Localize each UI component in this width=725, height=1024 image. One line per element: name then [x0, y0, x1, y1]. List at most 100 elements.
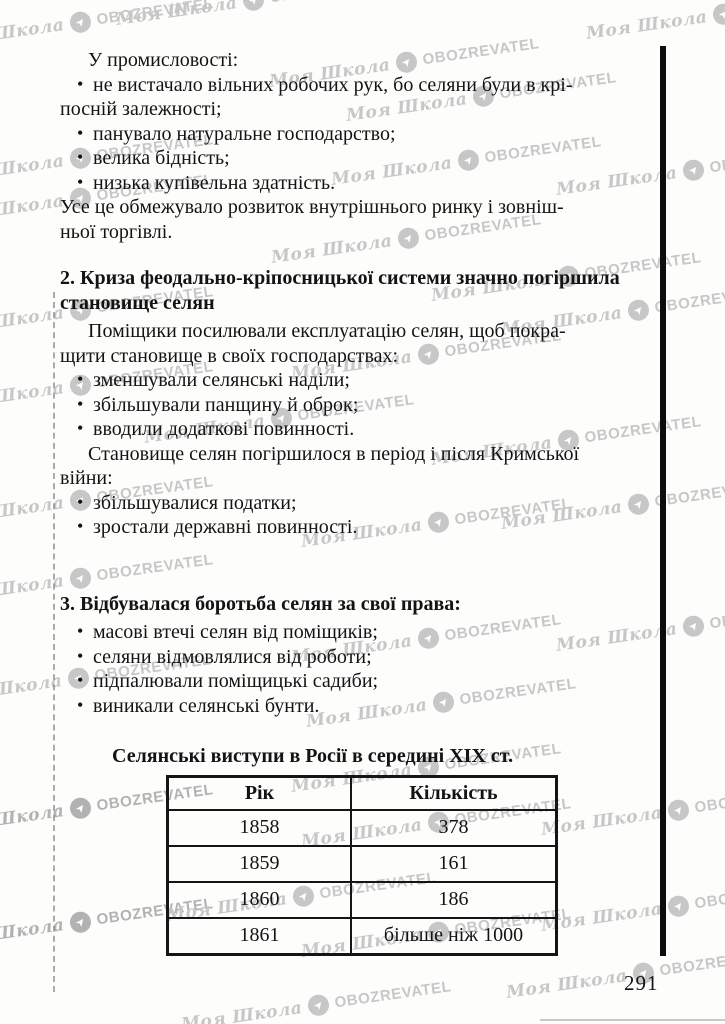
- watermark-brand-caps: OBOZREVATEL: [658, 946, 725, 980]
- table-row: 1858 378: [166, 808, 558, 847]
- text-line: У промисловості:: [88, 49, 239, 71]
- bullet-item: • вводили додаткові повинності.: [77, 418, 355, 440]
- watermark: Моя Школа➤OBOZREVATEL: [0, 0, 215, 52]
- page-content: У промисловості: • не вистачало вільних ро…: [60, 48, 656, 956]
- bullet-item: • не вистачало вільних робочих рук, бо се…: [77, 73, 573, 96]
- scan-edge-line: [540, 1019, 725, 1021]
- heading-line: 2. Криза феодально-кріпосницької системи…: [60, 267, 620, 289]
- paragraph: У промисловості:: [60, 48, 656, 73]
- bullet-item: • масові втечі селян від поміщиків;: [77, 621, 378, 643]
- watermark-brand-caps: OBOZREVATEL: [708, 599, 725, 633]
- bullet-dot: •: [77, 393, 84, 414]
- obozrevatel-logo-icon: ➤: [666, 798, 691, 823]
- bullet-list: • не вистачало вільних робочих рук, бо се…: [60, 73, 656, 196]
- table-cell: 1858: [166, 808, 352, 847]
- watermark-brand-caps: OBOZREVATEL: [693, 879, 725, 913]
- bullet-list: • збільшувалися податки; • зростали державн…: [60, 491, 656, 540]
- bullet-item: • підпалювали поміщицькі садиби;: [77, 670, 379, 692]
- bullet-dot: •: [77, 418, 84, 438]
- watermark-brand-script: Моя Школа: [0, 570, 66, 608]
- bullet-item: • велика бідність;: [77, 147, 230, 169]
- bullet-item: • панувало натуральне господарство;: [77, 122, 396, 145]
- uprisings-table: Рік Кількість 1858 378 1859 161 1860 186 1861 біл…: [166, 774, 558, 956]
- bullet-dot: •: [77, 670, 84, 690]
- text-line: щити становище в своїх господарствах:: [60, 344, 399, 367]
- watermark-arrow-glyph: ➤: [245, 0, 262, 8]
- obozrevatel-logo-icon: ➤: [711, 2, 725, 27]
- paragraph: Становище селян погіршилося в період і п…: [60, 442, 656, 491]
- watermark-brand-script: Моя Школа: [0, 800, 66, 838]
- bullet-dot: •: [77, 491, 84, 512]
- section-heading: 3. Відбувалася боротьба селян за свої пр…: [60, 592, 656, 617]
- text-line: війни:: [60, 467, 113, 489]
- bullet-item: • зменшували селянські наділи;: [77, 369, 350, 391]
- text-line: Поміщики посилювали експлуатацію селян, …: [88, 320, 566, 342]
- watermark-arrow-glyph: ➤: [715, 6, 725, 22]
- bullet-list: • зменшували селянські наділи; • збільшувал…: [60, 368, 656, 442]
- bullet-item: • низька купівельна здатність.: [77, 171, 336, 194]
- text-line: Становище селян погіршилося в період і п…: [88, 442, 580, 465]
- bullet-dot: •: [77, 621, 84, 641]
- table-cell: 1860: [166, 880, 352, 919]
- watermark-brand-script: Моя Школа: [0, 302, 66, 340]
- text-line: Селянські виступи в Росії в середині XIX…: [112, 745, 514, 767]
- watermark-brand-caps: OBOZREVATEL: [708, 143, 725, 177]
- watermark-arrow-glyph: ➤: [670, 802, 687, 818]
- bullet-item: • селяни відмовлялися від роботи;: [77, 645, 372, 668]
- watermark-arrow-glyph: ➤: [685, 618, 702, 634]
- table-row: 1859 161: [166, 844, 558, 883]
- watermark: Моя Школа ➤ OBOZREVATEL: [180, 976, 453, 1024]
- watermark-brand-script: Моя Школа: [0, 190, 66, 228]
- obozrevatel-logo-icon: ➤: [68, 10, 93, 35]
- obozrevatel-logo-icon: ➤: [241, 0, 266, 13]
- watermark-brand-caps: OBOZREVATEL: [269, 0, 388, 6]
- bullet-dot: •: [77, 516, 84, 536]
- watermark-brand-caps: OBOZREVATEL: [333, 978, 453, 1012]
- watermark-arrow-glyph: ➤: [685, 162, 702, 178]
- obozrevatel-logo-icon: ➤: [681, 158, 706, 183]
- watermark-brand-caps: OBOZREVATEL: [693, 783, 725, 817]
- obozrevatel-logo-icon: ➤: [306, 993, 331, 1018]
- watermark-brand-script: Моя Школа: [0, 914, 66, 952]
- watermark-arrow-glyph: ➤: [670, 898, 687, 914]
- watermark: Моя Школа➤OBOZREVATEL: [585, 0, 725, 44]
- page-number: 291: [624, 971, 659, 995]
- obozrevatel-logo-icon: ➤: [681, 614, 706, 639]
- left-crease-line: [53, 292, 55, 992]
- watermark-brand-script: Моя Школа: [179, 997, 304, 1024]
- table-cell: 161: [350, 844, 558, 883]
- bullet-item: • виникали селянські бунти.: [77, 694, 320, 717]
- table-title: Селянські виступи в Росії в середині XIX…: [60, 744, 656, 769]
- obozrevatel-logo-icon: ➤: [666, 894, 691, 919]
- bullet-item-wrap: посній залежності;: [60, 98, 222, 120]
- table-header-cell: Рік: [166, 775, 352, 811]
- bullet-dot: •: [77, 694, 84, 715]
- watermark-arrow-glyph: ➤: [310, 997, 327, 1013]
- table-cell: 186: [350, 880, 558, 919]
- paragraph: Усе це обмежувало розвиток внутрішнього …: [60, 195, 656, 244]
- bullet-dot: •: [77, 369, 84, 389]
- watermark-brand-script: Моя Школа: [0, 492, 66, 530]
- bullet-dot: •: [77, 73, 84, 94]
- text-line: ньої торгівлі.: [60, 220, 173, 243]
- watermark-brand-script: Моя Школа: [0, 150, 66, 188]
- bullet-item: • зростали державні повинності.: [77, 516, 358, 538]
- watermark-arrow-glyph: ➤: [72, 14, 89, 30]
- right-margin-rule: [660, 46, 666, 956]
- bullet-item: • збільшували панщину й оброк;: [77, 393, 359, 416]
- table-cell: 1861: [166, 916, 352, 955]
- table-row: 1861 більше ніж 1000: [166, 916, 558, 955]
- table-cell: 378: [350, 808, 558, 847]
- table-row: 1860 186: [166, 880, 558, 919]
- watermark-brand-script: Моя Школа: [0, 14, 66, 52]
- watermark-brand-script: Моя Школа: [584, 6, 709, 44]
- bullet-dot: •: [77, 645, 84, 666]
- bullet-dot: •: [77, 171, 84, 192]
- bullet-dot: •: [77, 147, 84, 167]
- table-cell: 1859: [166, 844, 352, 883]
- watermark-brand-script: Моя Школа: [0, 377, 66, 415]
- watermark-brand-script: Моя Школа: [504, 965, 629, 1003]
- heading-line: 3. Відбувалася боротьба селян за свої пр…: [60, 592, 461, 615]
- table-header-cell: Кількість: [350, 775, 558, 811]
